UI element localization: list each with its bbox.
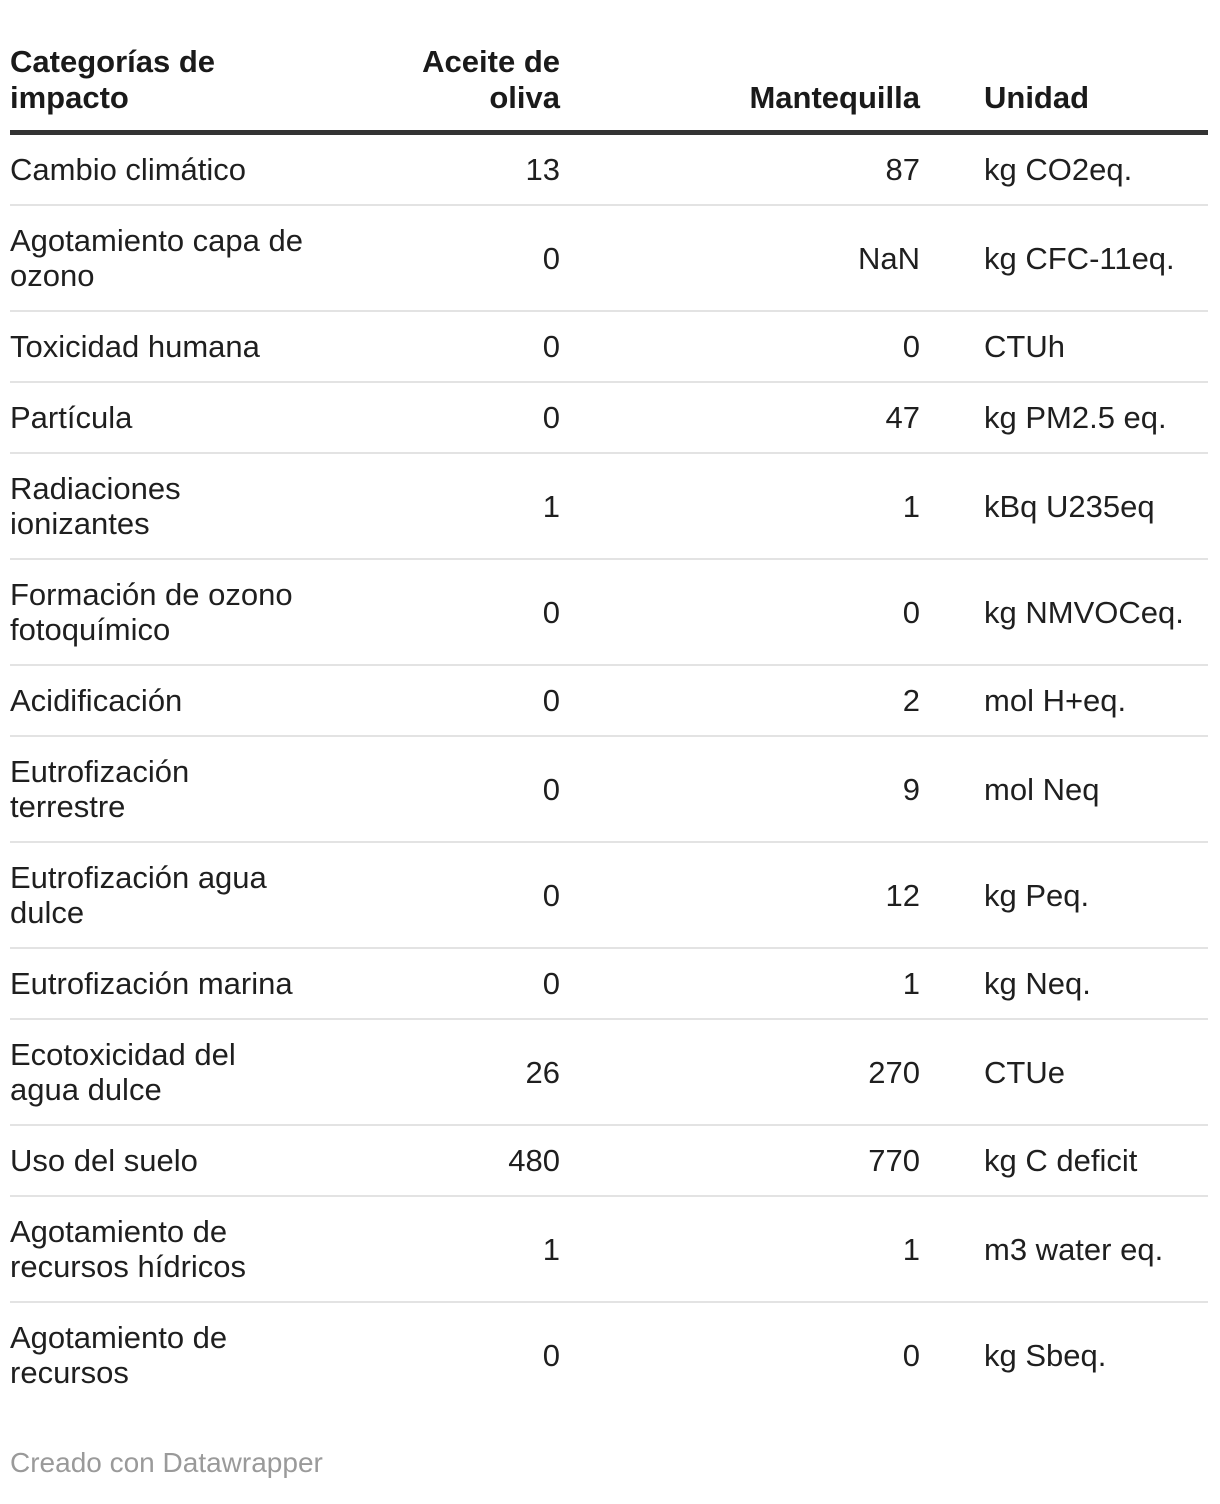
category-cell: Toxicidad humana [10,311,345,383]
table-row: Acidificación 0 2 mol H+eq. [10,665,1208,737]
table-row: Eutrofización terrestre 0 9 mol Neq [10,736,1208,843]
unidad-cell: kg PM2.5 eq. [920,382,1208,454]
header-row: Categorías de impacto Aceite de oliva Ma… [10,0,1208,135]
category-cell: Ecotoxicidad del agua dulce [10,1019,345,1126]
col-header-aceite-de-oliva: Aceite de oliva [345,0,560,135]
table-row: Uso del suelo 480 770 kg C deficit [10,1125,1208,1197]
category-cell: Agotamiento de recursos hídricos [10,1196,345,1303]
category-cell: Agotamiento capa de ozono [10,205,345,312]
category-cell: Cambio climático [10,132,345,206]
mantequilla-cell: 270 [560,1019,920,1126]
mantequilla-cell: 2 [560,665,920,737]
aceite-cell: 1 [345,1196,560,1303]
table-row: Formación de ozono fotoquímico 0 0 kg NM… [10,559,1208,666]
table-header: Categorías de impacto Aceite de oliva Ma… [10,0,1208,135]
aceite-cell: 13 [345,132,560,206]
unidad-cell: CTUe [920,1019,1208,1126]
table-row: Radiaciones ionizantes 1 1 kBq U235eq [10,453,1208,560]
category-cell: Partícula [10,382,345,454]
mantequilla-cell: 1 [560,948,920,1020]
table-row: Toxicidad humana 0 0 CTUh [10,311,1208,383]
mantequilla-cell: 0 [560,559,920,666]
unidad-cell: kg CO2eq. [920,132,1208,206]
table-row: Eutrofización marina 0 1 kg Neq. [10,948,1208,1020]
col-header-mantequilla: Mantequilla [560,0,920,135]
aceite-cell: 0 [542,1337,560,1373]
mantequilla-cell: 1 [560,453,920,560]
category-cell: Radiaciones ionizantes [10,453,345,560]
category-cell: Eutrofización agua dulce [10,842,345,949]
unidad-cell: m3 water eq. [920,1196,1208,1303]
unidad-cell: kg C deficit [920,1125,1208,1197]
aceite-cell: 0 [345,382,560,454]
aceite-cell: 0 [345,736,560,843]
mantequilla-cell: 770 [560,1125,920,1197]
aceite-cell: 0 [345,311,560,383]
unidad-cell: kg CFC-11eq. [920,205,1208,312]
category-cell: Agotamiento de recursos [10,1320,228,1390]
unidad-cell: kg NMVOCeq. [920,559,1208,666]
unidad-cell: kBq U235eq [920,453,1208,560]
unidad-cell: kg Sbeq. [984,1337,1107,1373]
unidad-cell: kg Neq. [920,948,1208,1020]
aceite-cell: 0 [345,205,560,312]
aceite-cell: 0 [345,665,560,737]
col-header-categorias-de-impacto: Categorías de impacto [10,0,345,135]
aceite-cell: 480 [345,1125,560,1197]
category-cell: Eutrofización marina [10,948,345,1020]
table-row: Eutrofización agua dulce 0 12 kg Peq. [10,842,1208,949]
unidad-cell: mol Neq [920,736,1208,843]
mantequilla-cell: 9 [560,736,920,843]
table-body: Cambio climático 13 87 kg CO2eq. Agotami… [10,132,1208,1408]
table-row: Agotamiento de recursos hídricos 1 1 m3 … [10,1196,1208,1303]
aceite-cell: 1 [345,453,560,560]
table-row: Partícula 0 47 kg PM2.5 eq. [10,382,1208,454]
col-header-unidad: Unidad [920,0,1208,135]
aceite-cell: 0 [345,559,560,666]
mantequilla-cell: 12 [560,842,920,949]
mantequilla-cell: 0 [560,311,920,383]
category-cell: Acidificación [10,665,345,737]
table-row: Agotamiento capa de ozono 0 NaN kg CFC-1… [10,205,1208,312]
unidad-cell: kg Peq. [920,842,1208,949]
table-row: Agotamiento de recursos 0 0 kg Sbeq. [10,1302,1208,1407]
table-row: Ecotoxicidad del agua dulce 26 270 CTUe [10,1019,1208,1126]
category-cell: Eutrofización terrestre [10,736,345,843]
unidad-cell: mol H+eq. [920,665,1208,737]
impact-categories-table: Categorías de impacto Aceite de oliva Ma… [10,0,1208,1407]
datawrapper-credit-link[interactable]: Creado con Datawrapper [10,1447,323,1478]
mantequilla-cell: 87 [560,132,920,206]
aceite-cell: 26 [345,1019,560,1126]
mantequilla-cell: 47 [560,382,920,454]
category-cell: Formación de ozono fotoquímico [10,559,345,666]
mantequilla-cell: 1 [560,1196,920,1303]
mantequilla-cell: 0 [902,1337,920,1373]
unidad-cell: CTUh [920,311,1208,383]
mantequilla-cell: NaN [560,205,920,312]
category-cell: Uso del suelo [10,1125,345,1197]
table-row: Cambio climático 13 87 kg CO2eq. [10,132,1208,206]
aceite-cell: 0 [345,842,560,949]
aceite-cell: 0 [345,948,560,1020]
